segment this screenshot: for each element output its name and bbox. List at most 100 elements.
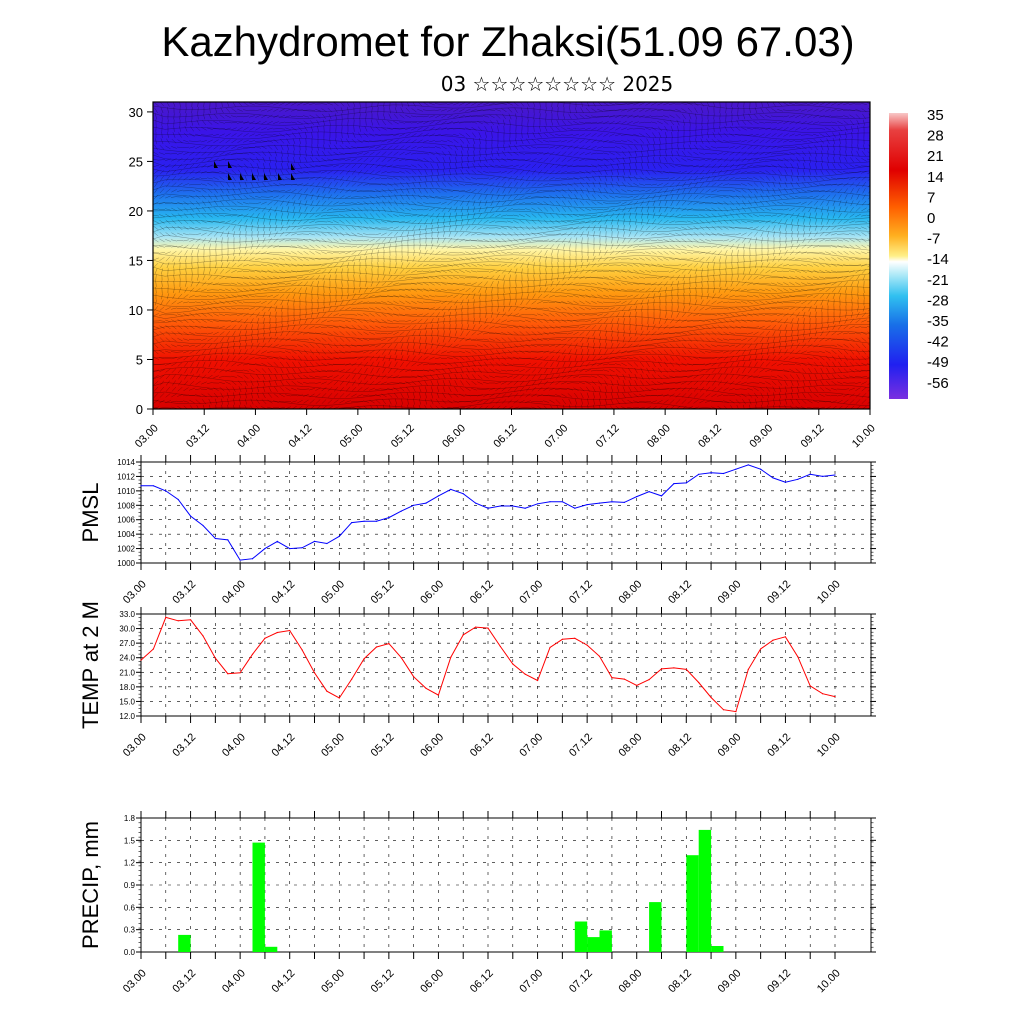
x-tick-label: 06.12 <box>491 422 519 450</box>
wind-flag <box>291 163 295 170</box>
panel-frame <box>140 613 872 717</box>
wind-barbs-layer <box>153 102 870 409</box>
data-point <box>140 485 142 487</box>
precip-bar <box>698 829 712 952</box>
data-point <box>450 656 452 658</box>
colorbar-label: 35 <box>927 107 944 124</box>
y-tick-label: 0.9 <box>124 881 136 890</box>
colorbar-gradient <box>889 113 908 399</box>
data-point <box>338 535 340 537</box>
x-tick-label: 03.12 <box>170 731 198 759</box>
data-point <box>450 488 452 490</box>
data-point <box>512 663 514 665</box>
data-point <box>190 515 192 517</box>
data-point <box>326 542 328 545</box>
x-tick-label: 03.00 <box>121 731 149 759</box>
y-tick-label: 1012 <box>117 472 135 481</box>
colorbar-label: 0 <box>927 210 935 227</box>
x-tick-label: 09.00 <box>747 422 775 450</box>
y-tick-label: 20 <box>129 204 143 219</box>
data-point <box>375 520 378 522</box>
data-point <box>400 657 402 659</box>
data-point <box>685 668 687 671</box>
x-tick-label: 09.12 <box>765 578 793 606</box>
y-tick-label: 1008 <box>117 501 135 510</box>
x-tick-label: 08.12 <box>696 422 724 450</box>
x-tick-label: 08.12 <box>666 731 694 759</box>
data-point <box>239 559 241 561</box>
y-tick-label: 30 <box>129 105 143 120</box>
data-point <box>462 634 464 636</box>
data-point <box>214 537 216 540</box>
precip-bar <box>599 930 612 952</box>
x-tick-label: 06.12 <box>468 731 496 759</box>
precip-bar <box>264 946 278 952</box>
data-point <box>202 635 204 637</box>
precip-panel: 1.8 1.5 1.2 0.9 0.6 0.3 0.0 03.00 03.12 04.00 04.1… <box>78 811 876 995</box>
x-tick-label: 09.00 <box>716 578 744 606</box>
data-point <box>574 507 576 509</box>
colorbar-label: -56 <box>927 375 949 392</box>
data-point <box>797 656 799 658</box>
x-tick-label: 07.12 <box>567 967 595 995</box>
x-tick-label: 07.00 <box>517 967 545 995</box>
x-tick-label: 07.12 <box>567 578 595 606</box>
precip-bar <box>711 946 724 952</box>
wind-flag <box>240 173 244 180</box>
data-point <box>413 676 415 678</box>
x-tick-label: 09.12 <box>799 422 827 450</box>
data-point <box>251 653 254 655</box>
colorbar-label: -49 <box>927 354 949 371</box>
data-point <box>784 636 787 638</box>
x-tick-label: 05.12 <box>369 731 397 759</box>
x-tick-label: 07.00 <box>543 422 571 450</box>
x-tick-label: 06.12 <box>468 578 496 606</box>
y-tick-label: 1006 <box>117 516 135 525</box>
precip-bar <box>649 902 662 952</box>
data-point <box>636 496 638 498</box>
x-tick-label: 09.12 <box>765 731 793 759</box>
data-point <box>673 667 675 669</box>
data-point <box>772 639 774 641</box>
data-point <box>190 619 192 621</box>
data-point <box>425 687 427 689</box>
precip-bar <box>574 921 588 952</box>
x-tick-label: 05.00 <box>319 731 347 759</box>
y-tick-label: 1014 <box>117 458 135 467</box>
data-point <box>400 510 402 512</box>
x-tick-label: 04.12 <box>286 422 314 450</box>
data-point <box>722 709 725 711</box>
y-tick-label: 24.0 <box>119 654 135 663</box>
x-tick-label: 04.12 <box>270 731 298 759</box>
data-point <box>499 645 501 648</box>
data-point <box>598 502 601 504</box>
data-point <box>351 678 353 680</box>
x-tick-label: 10.00 <box>815 967 843 995</box>
x-tick-label: 03.12 <box>170 578 198 606</box>
x-tick-label: 08.12 <box>666 578 694 606</box>
data-point <box>710 696 712 699</box>
data-point <box>636 684 638 687</box>
data-point <box>623 678 625 680</box>
x-tick-label: 04.12 <box>270 967 298 995</box>
x-tick-label: 08.12 <box>666 967 694 995</box>
data-point <box>809 685 811 687</box>
x-tick-label: 03.00 <box>121 578 149 606</box>
data-point <box>165 490 167 492</box>
colorbar-label: 7 <box>927 189 935 206</box>
colorbar-label: -42 <box>927 334 949 351</box>
data-point <box>549 646 551 649</box>
colorbar-label: 21 <box>927 148 944 165</box>
data-point <box>611 677 613 679</box>
data-point <box>264 637 266 639</box>
wind-flag <box>228 173 232 180</box>
y-tick-label: 0.0 <box>124 948 136 957</box>
data-point <box>177 498 179 501</box>
x-tick-label: 08.00 <box>617 967 645 995</box>
x-tick-label: 05.00 <box>319 967 347 995</box>
x-tick-label: 06.00 <box>418 731 446 759</box>
data-point <box>512 505 514 507</box>
y-tick-label: 1000 <box>117 559 135 568</box>
